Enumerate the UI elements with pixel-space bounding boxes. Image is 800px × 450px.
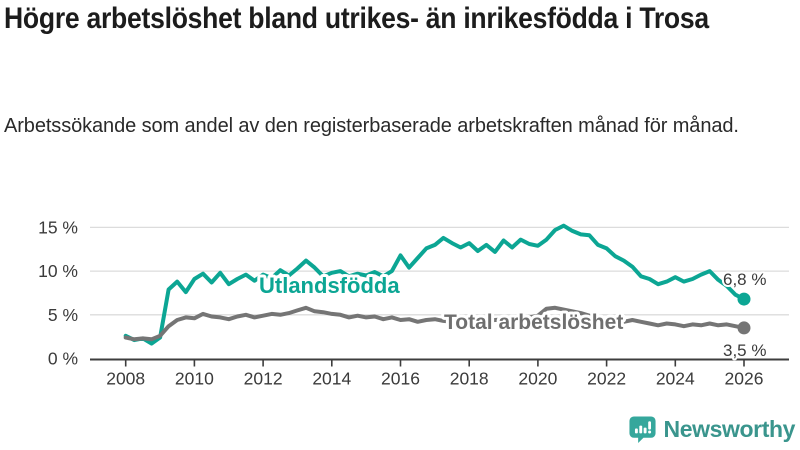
x-tick-label: 2012 — [244, 369, 283, 389]
utlandsfodda-end-dot — [737, 292, 751, 306]
total-label: Total arbetslöshet — [444, 311, 623, 334]
x-tick-label: 2020 — [518, 369, 557, 389]
chart-subtitle: Arbetssökande som andel av den registerb… — [4, 115, 739, 137]
y-tick-label: 0 % — [48, 349, 78, 369]
x-tick-label: 2022 — [587, 369, 626, 389]
x-tick-label: 2018 — [450, 369, 489, 389]
newsworthy-icon — [628, 416, 656, 444]
utlandsfodda-end-value: 6,8 % — [723, 270, 766, 289]
utlandsfodda-line — [123, 223, 746, 346]
y-tick-label: 5 % — [48, 305, 78, 325]
x-tick-label: 2026 — [725, 369, 764, 389]
total-end-value: 3,5 % — [723, 341, 766, 360]
x-tick-label: 2014 — [312, 369, 351, 389]
x-tick-label: 2008 — [106, 369, 145, 389]
newsworthy-logo[interactable]: Newsworthy — [628, 415, 795, 444]
newsworthy-wordmark: Newsworthy — [663, 416, 796, 442]
x-tick-label: 2024 — [656, 369, 695, 389]
x-tick-label: 2016 — [381, 369, 420, 389]
unemployment-line-chart: 2008 2010 2012 2014 2016 2018 2020 2022 2024 2026… — [38, 217, 789, 389]
bar-chart-glyph — [634, 421, 651, 434]
chart-title: Högre arbetslöshet bland utrikes- än inr… — [4, 2, 709, 35]
x-tick-label: 2010 — [175, 369, 214, 389]
y-tick-label: 15 % — [38, 217, 78, 237]
total-line — [123, 305, 746, 342]
y-tick-label: 10 % — [38, 261, 78, 281]
utlandsfodda-label: Utlandsfödda — [259, 273, 400, 298]
total-end-dot — [737, 321, 751, 335]
